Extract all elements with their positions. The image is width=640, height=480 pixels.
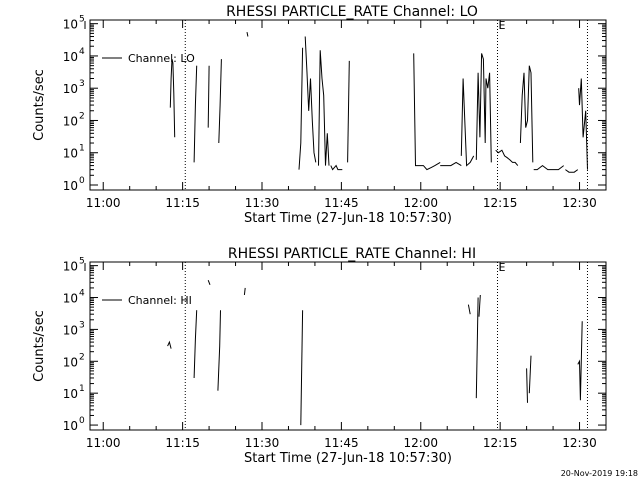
- series-line-segment: [475, 53, 492, 163]
- legend-label: Channel: HI: [128, 294, 192, 307]
- y-tick-label: 10: [63, 82, 78, 96]
- series-line-segment: [347, 60, 350, 163]
- series-line-segment: [218, 59, 222, 144]
- series-line-segment: [300, 310, 304, 426]
- y-tick-exponent: 3: [79, 320, 85, 330]
- y-tick-label: 10: [63, 292, 78, 306]
- series-line-segment: [519, 65, 534, 163]
- series-line-segment: [526, 368, 528, 403]
- y-tick-label: 10: [63, 355, 78, 369]
- series-line-segment: [169, 58, 176, 138]
- series-line-segment: [207, 65, 210, 128]
- timestamp: 20-Nov-2019 19:18: [561, 469, 638, 478]
- x-tick-label: 11:30: [245, 196, 280, 210]
- y-tick-label: 10: [63, 147, 78, 161]
- series-line-segment: [193, 310, 198, 379]
- x-axis-label: Start Time (27-Jun-18 10:57:30): [244, 451, 452, 466]
- series-line-segment: [495, 149, 519, 166]
- x-tick-label: 12:30: [562, 196, 597, 210]
- y-tick-label: 10: [63, 114, 78, 128]
- y-tick-exponent: 2: [79, 111, 85, 121]
- series-line-segment: [330, 164, 343, 171]
- series-line-segment: [578, 78, 588, 170]
- x-tick-label: 12:15: [483, 196, 518, 210]
- series-line-segment: [533, 164, 565, 171]
- series-line-segment: [467, 304, 471, 315]
- y-axis-label: Counts/sec: [32, 310, 47, 382]
- y-tick-exponent: 1: [79, 144, 85, 154]
- series-line-segment: [475, 297, 479, 399]
- series-line-segment: [478, 294, 481, 317]
- panel-hi: RHESSI PARTICLE_RATE Channel: HI Counts/s…: [32, 246, 607, 466]
- panel-lo: RHESSI PARTICLE_RATE Channel: LO Counts/s…: [32, 4, 607, 226]
- y-tick-label: 10: [63, 18, 78, 32]
- x-axis-label: Start Time (27-Jun-18 10:57:30): [244, 211, 452, 226]
- series-line-segment: [298, 47, 304, 170]
- y-tick-exponent: 5: [79, 257, 85, 267]
- y-tick-exponent: 5: [79, 15, 85, 25]
- series-line-segment: [565, 169, 579, 173]
- y-tick-label: 10: [63, 323, 78, 337]
- series-line-segment: [577, 321, 583, 401]
- x-tick-label: 12:30: [562, 436, 597, 450]
- x-tick-label: 12:00: [403, 436, 438, 450]
- y-tick-label: 10: [63, 419, 78, 433]
- x-tick-label: 11:45: [324, 196, 359, 210]
- series-line-segment: [246, 31, 249, 37]
- y-tick-exponent: 4: [79, 47, 85, 57]
- y-tick-exponent: 0: [79, 416, 85, 426]
- x-tick-label: 11:45: [324, 436, 359, 450]
- y-tick-exponent: 0: [79, 176, 85, 186]
- y-tick-exponent: 4: [79, 289, 85, 299]
- series-line-segment: [217, 310, 221, 391]
- y-tick-label: 10: [63, 260, 78, 274]
- series-line-segment: [304, 36, 317, 163]
- y-tick-exponent: 3: [79, 79, 85, 89]
- x-tick-label: 11:15: [165, 436, 200, 450]
- x-tick-label: 11:00: [86, 196, 121, 210]
- x-tick-label: 11:00: [86, 436, 121, 450]
- y-tick-label: 10: [63, 50, 78, 64]
- x-tick-label: 12:00: [403, 196, 438, 210]
- series-line-segment: [207, 280, 211, 285]
- chart-title: RHESSI PARTICLE_RATE Channel: LO: [226, 4, 478, 20]
- plot-frame: [89, 19, 607, 191]
- y-tick-label: 10: [63, 387, 78, 401]
- series-line-segment: [460, 78, 475, 167]
- y-tick-exponent: 2: [79, 352, 85, 362]
- chart-title: RHESSI PARTICLE_RATE Channel: HI: [228, 246, 476, 262]
- x-tick-label: 11:15: [165, 196, 200, 210]
- series-line-segment: [167, 340, 172, 349]
- x-tick-label: 12:15: [483, 436, 518, 450]
- series-line-segment: [318, 50, 330, 166]
- series-line-segment: [440, 161, 462, 167]
- series-line-segment: [413, 53, 441, 171]
- y-tick-label: 10: [63, 179, 78, 193]
- y-axis-label: Counts/sec: [32, 69, 47, 141]
- time-marker-label: E: [499, 19, 506, 32]
- series-line-segment: [528, 355, 532, 394]
- series-line-segment: [193, 65, 198, 163]
- series-line-segment: [243, 287, 246, 296]
- x-tick-label: 11:30: [245, 436, 280, 450]
- legend-label: Channel: LO: [128, 52, 195, 65]
- time-marker-label: E: [499, 261, 506, 274]
- y-tick-exponent: 1: [79, 384, 85, 394]
